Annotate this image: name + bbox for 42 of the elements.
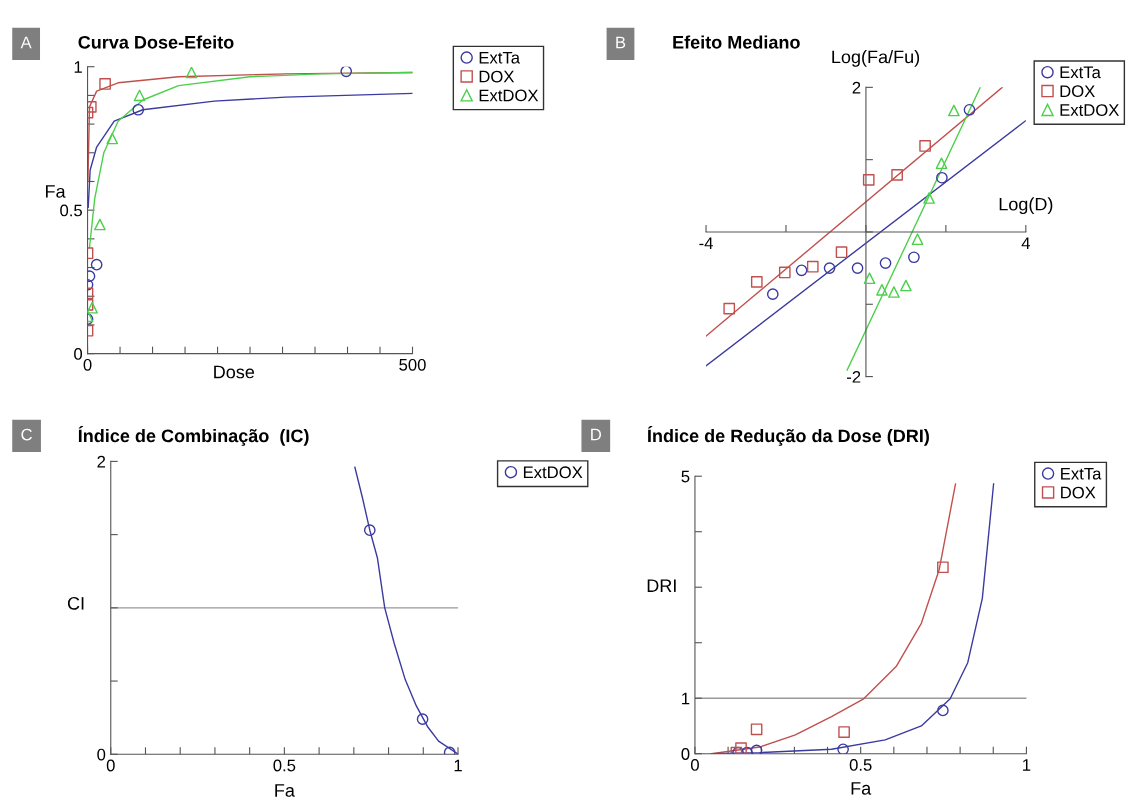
x-axis-title: Fa <box>851 782 872 795</box>
x-axis-title: Fa <box>275 784 295 797</box>
chart-title: Índice de Combinação (IC) <box>78 426 309 446</box>
x-tick-label: 1 <box>454 759 462 772</box>
legend-label: ExtTa <box>479 51 521 64</box>
y-tick-label: 5 <box>681 470 690 483</box>
y-axis-title: Fa <box>46 185 66 198</box>
x-tick-label: 500 <box>399 358 426 371</box>
y-tick-label: 1 <box>74 61 82 73</box>
legend-label: ExtDOX <box>523 466 583 479</box>
y-tick-label: 0 <box>74 348 83 360</box>
legend-label: ExtDOX <box>479 89 539 102</box>
y-tick-label: 0 <box>681 748 690 760</box>
x-tick-label: 0 <box>106 759 115 772</box>
x-axis-title: Log(D) <box>999 197 1053 215</box>
text: B <box>616 36 626 49</box>
chart-title: Índice de Redução da Dose (DRI) <box>647 426 929 446</box>
y-tick-label: 0.5 <box>60 204 82 217</box>
x-tick-label: 0 <box>690 759 699 771</box>
x-axis-title: Dose <box>214 365 255 379</box>
x-tick-label: -4 <box>699 237 713 249</box>
y-tick-label: -2 <box>847 370 861 383</box>
x-tick-label: 0.5 <box>273 759 296 772</box>
legend-label: ExtDOX <box>1060 104 1120 116</box>
text: D <box>591 428 602 441</box>
y-axis-title: Log(Fa/Fu) <box>832 50 920 67</box>
y-tick-label: 1 <box>682 692 690 705</box>
y-axis-title: DRI <box>647 579 676 592</box>
y-axis-title: CI <box>67 596 84 610</box>
legend-label: DOX <box>1060 85 1095 98</box>
legend-label: ExtTa <box>1060 66 1101 79</box>
y-tick-label: 2 <box>97 455 106 468</box>
text: C <box>21 428 32 441</box>
x-tick-label: 1 <box>1023 759 1031 771</box>
x-tick-label: 4 <box>1021 237 1030 249</box>
y-tick-label: 2 <box>852 81 861 94</box>
chart-title: Efeito Mediano <box>673 35 800 49</box>
chart-title: Curva Dose-Efeito <box>78 35 234 49</box>
legend-label: ExtTa <box>1061 467 1102 480</box>
legend-label: DOX <box>479 70 515 83</box>
text: A <box>20 36 32 49</box>
legend-label: DOX <box>1061 486 1096 499</box>
